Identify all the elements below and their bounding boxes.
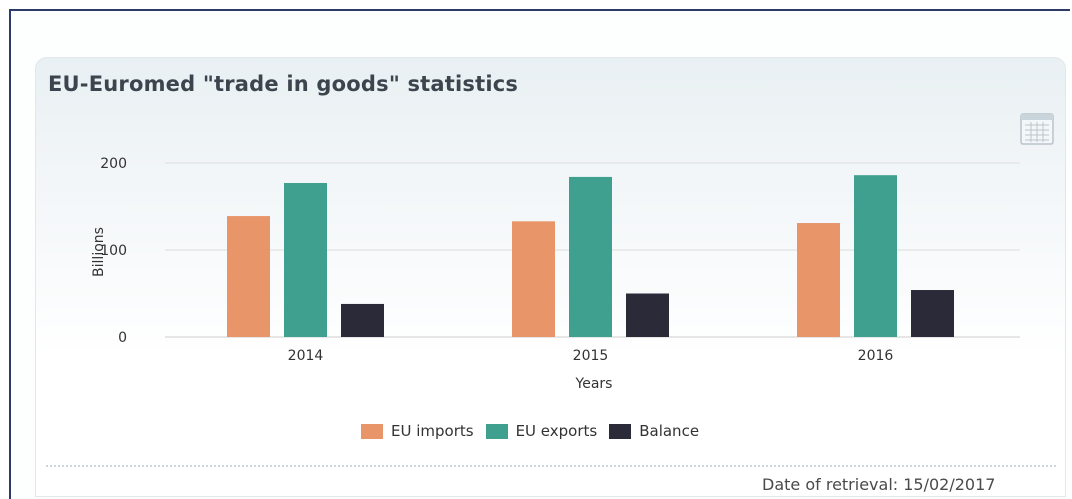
bar-eu-exports-2015[interactable] bbox=[569, 176, 612, 337]
legend-item-eu-exports[interactable]: EU exports bbox=[485, 422, 598, 440]
legend-label-eu-imports: EU imports bbox=[391, 422, 474, 440]
y-tick-label: 200 bbox=[100, 156, 127, 172]
table-icon[interactable] bbox=[1020, 113, 1054, 145]
legend-label-eu-exports: EU exports bbox=[515, 422, 598, 440]
date-of-retrieval: Date of retrieval: 15/02/2017 bbox=[762, 475, 996, 494]
y-axis-title: Billions bbox=[91, 227, 107, 277]
x-tick-label-2016: 2016 bbox=[858, 348, 894, 364]
divider bbox=[46, 465, 1056, 467]
y-tick-label: 100 bbox=[100, 243, 127, 259]
legend-item-eu-imports[interactable]: EU imports bbox=[361, 422, 474, 440]
x-tick-label-2014: 2014 bbox=[288, 348, 324, 364]
x-axis-title: Years bbox=[575, 376, 613, 392]
bar-balance-2014[interactable] bbox=[341, 303, 384, 337]
bar-eu-imports-2015[interactable] bbox=[512, 221, 555, 337]
bars bbox=[227, 175, 954, 337]
bar-eu-imports-2014[interactable] bbox=[227, 216, 270, 337]
axis-labels: 0 100 200 2014 2015 2016 bbox=[100, 156, 893, 364]
chart-legend: EU imports EU exports Balance bbox=[361, 420, 711, 442]
x-tick-label-2015: 2015 bbox=[573, 348, 609, 364]
legend-swatch-eu-exports bbox=[485, 423, 508, 439]
legend-swatch-balance bbox=[609, 423, 632, 439]
bar-balance-2016[interactable] bbox=[911, 290, 954, 337]
bar-balance-2015[interactable] bbox=[626, 293, 669, 338]
chart-title: EU-Euromed "trade in goods" statistics bbox=[48, 72, 519, 96]
bar-eu-exports-2016[interactable] bbox=[854, 175, 897, 337]
legend-label-balance: Balance bbox=[639, 422, 700, 440]
legend-item-balance[interactable]: Balance bbox=[609, 422, 699, 440]
y-tick-label: 0 bbox=[118, 330, 127, 346]
legend-swatch-eu-imports bbox=[361, 423, 383, 439]
bar-eu-imports-2016[interactable] bbox=[797, 223, 840, 337]
bar-eu-exports-2014[interactable] bbox=[284, 183, 327, 337]
